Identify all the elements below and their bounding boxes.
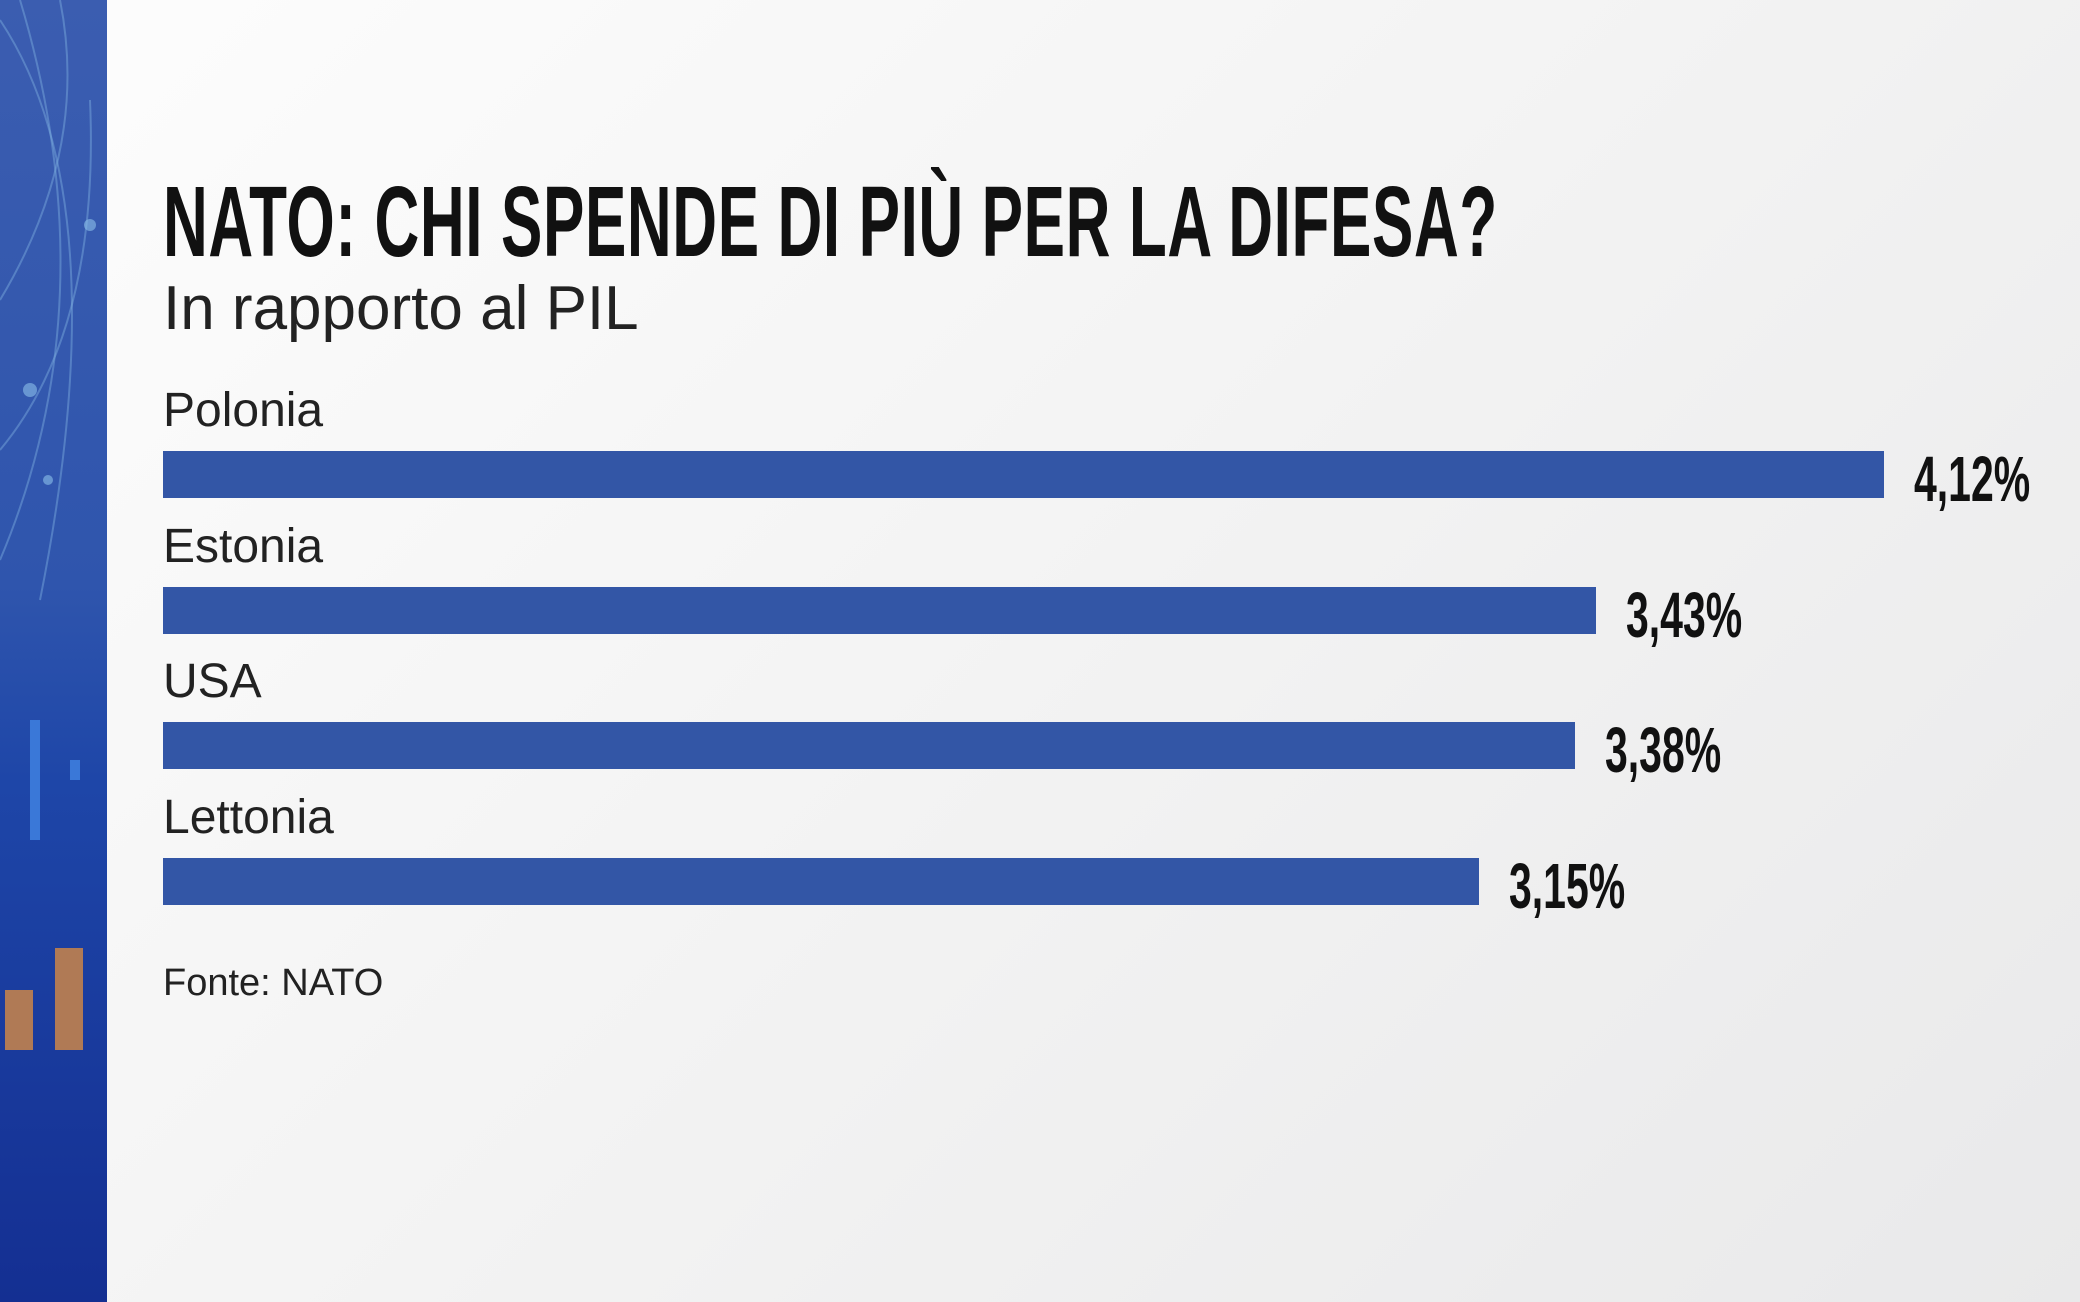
value-label: 4,12% bbox=[1913, 443, 2031, 515]
bar-polonia bbox=[163, 451, 1884, 498]
bar-estonia bbox=[163, 586, 1596, 634]
chart-title: NATO: CHI SPENDE DI PIÙ PER LA DIFESA? bbox=[163, 166, 1498, 278]
network-graphic-icon bbox=[0, 0, 96, 1050]
decorative-side-panel bbox=[0, 0, 107, 1302]
category-label: Estonia bbox=[163, 519, 324, 573]
category-label: USA bbox=[163, 655, 262, 708]
category-label: Polonia bbox=[163, 384, 324, 437]
value-label: 3,43% bbox=[1625, 578, 1742, 651]
value-label: 3,38% bbox=[1604, 714, 1721, 786]
chart-subtitle: In rapporto al PIL bbox=[163, 274, 639, 343]
bar-usa bbox=[163, 722, 1575, 769]
category-label: Lettonia bbox=[163, 790, 334, 844]
source-note: Fonte: NATO bbox=[163, 962, 384, 1004]
bar-lettonia bbox=[163, 857, 1479, 905]
value-label: 3,15% bbox=[1508, 849, 1625, 922]
